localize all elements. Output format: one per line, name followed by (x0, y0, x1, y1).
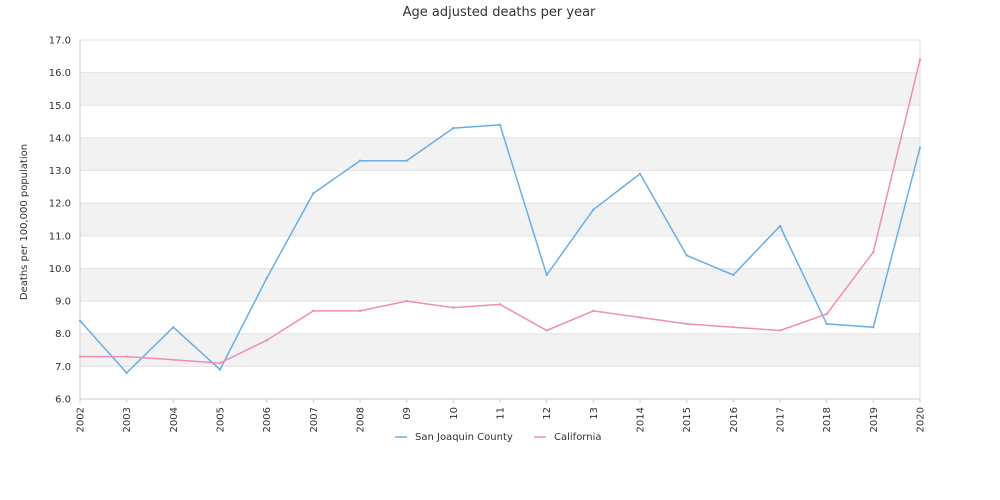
data-point[interactable] (405, 159, 408, 162)
data-point[interactable] (918, 146, 922, 149)
data-point[interactable] (78, 355, 82, 358)
y-tick-label: 17.0 (49, 36, 71, 47)
data-point[interactable] (125, 355, 128, 358)
data-point[interactable] (78, 319, 82, 322)
x-tick-label: 2002 (76, 407, 87, 432)
data-point[interactable] (732, 273, 735, 277)
x-tick-label: 2020 (916, 407, 927, 432)
y-tick-label: 9.0 (55, 297, 71, 308)
y-tick-label: 8.0 (55, 329, 71, 340)
data-point[interactable] (358, 159, 362, 162)
data-point[interactable] (638, 316, 642, 319)
data-point[interactable] (778, 329, 782, 332)
data-point[interactable] (825, 322, 828, 326)
data-point[interactable] (918, 58, 922, 61)
legend-label: California (554, 432, 602, 443)
x-tick-label: 2007 (309, 407, 320, 432)
data-point[interactable] (312, 192, 315, 195)
data-point[interactable] (218, 361, 222, 365)
x-tick-label: 2018 (822, 407, 833, 432)
x-tick-label: 2014 (636, 407, 647, 432)
y-tick-label: 16.0 (49, 68, 71, 79)
data-point[interactable] (265, 277, 268, 280)
legend[interactable]: San Joaquin County California (395, 432, 602, 443)
x-tick-label: 2016 (729, 407, 740, 432)
data-point[interactable] (172, 358, 175, 362)
series-lines (78, 58, 922, 375)
y-axis-label: Deaths per 100,000 population (19, 144, 30, 300)
y-tick-label: 14.0 (49, 133, 71, 144)
data-point[interactable] (685, 322, 688, 326)
data-point[interactable] (685, 254, 688, 257)
data-point[interactable] (545, 273, 548, 277)
x-tick-label: 12 (542, 407, 553, 420)
data-point[interactable] (358, 309, 362, 313)
x-tick-label: 13 (589, 407, 600, 420)
data-point[interactable] (452, 126, 455, 130)
grid-band (80, 203, 920, 236)
grid-band (80, 268, 920, 302)
y-tick-label: 10.0 (49, 264, 71, 275)
x-tick-label: 2015 (682, 407, 693, 432)
y-axis-ticks: 6.0 7.0 8.0 9.0 10.0 11.0 12.0 13.0 14.0 15.0 16.0… (49, 36, 71, 406)
data-point[interactable] (265, 339, 268, 342)
x-tick-label: 10 (449, 407, 460, 420)
grid-band (80, 333, 920, 367)
plot-background (80, 39, 920, 400)
legend-label: San Joaquin County (415, 432, 513, 443)
data-point[interactable] (872, 250, 875, 254)
data-point[interactable] (825, 312, 828, 316)
grid-band (80, 72, 920, 106)
chart-title: Age adjusted deaths per year (403, 5, 596, 20)
data-point[interactable] (498, 303, 502, 306)
x-tick-label: 09 (402, 407, 413, 420)
data-point[interactable] (312, 309, 315, 313)
data-point[interactable] (732, 326, 735, 329)
x-tick-label: 2005 (216, 407, 227, 432)
data-point[interactable] (545, 329, 548, 332)
y-tick-label: 7.0 (55, 362, 71, 373)
x-tick-label: 2017 (776, 407, 787, 432)
x-tick-label: 2003 (122, 407, 133, 432)
data-point[interactable] (872, 326, 875, 329)
data-point[interactable] (405, 299, 408, 303)
data-point[interactable] (592, 208, 595, 211)
data-point[interactable] (778, 224, 782, 228)
data-point[interactable] (498, 123, 502, 127)
x-axis-ticks: 2002 2003 2004 2005 2006 2007 2008 09 10 11 12 13 20… (76, 399, 927, 432)
data-point[interactable] (125, 371, 128, 375)
data-point[interactable] (172, 326, 175, 329)
x-tick-label: 2006 (262, 407, 273, 432)
x-tick-label: 2019 (869, 407, 880, 432)
data-point[interactable] (592, 309, 595, 313)
y-tick-label: 13.0 (49, 166, 71, 177)
y-tick-label: 11.0 (49, 231, 71, 242)
y-tick-label: 15.0 (49, 101, 71, 112)
y-tick-label: 6.0 (55, 395, 71, 406)
data-point[interactable] (452, 306, 455, 309)
y-tick-label: 12.0 (49, 199, 71, 210)
x-tick-label: 2004 (169, 407, 180, 432)
grid-band (80, 137, 920, 171)
data-point[interactable] (218, 368, 222, 371)
x-tick-label: 11 (496, 407, 507, 420)
x-tick-label: 2008 (356, 407, 367, 432)
data-point[interactable] (638, 172, 642, 176)
